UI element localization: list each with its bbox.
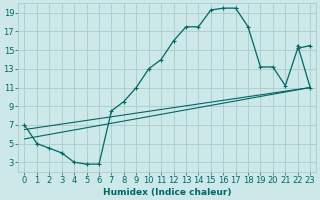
X-axis label: Humidex (Indice chaleur): Humidex (Indice chaleur) [103, 188, 232, 197]
